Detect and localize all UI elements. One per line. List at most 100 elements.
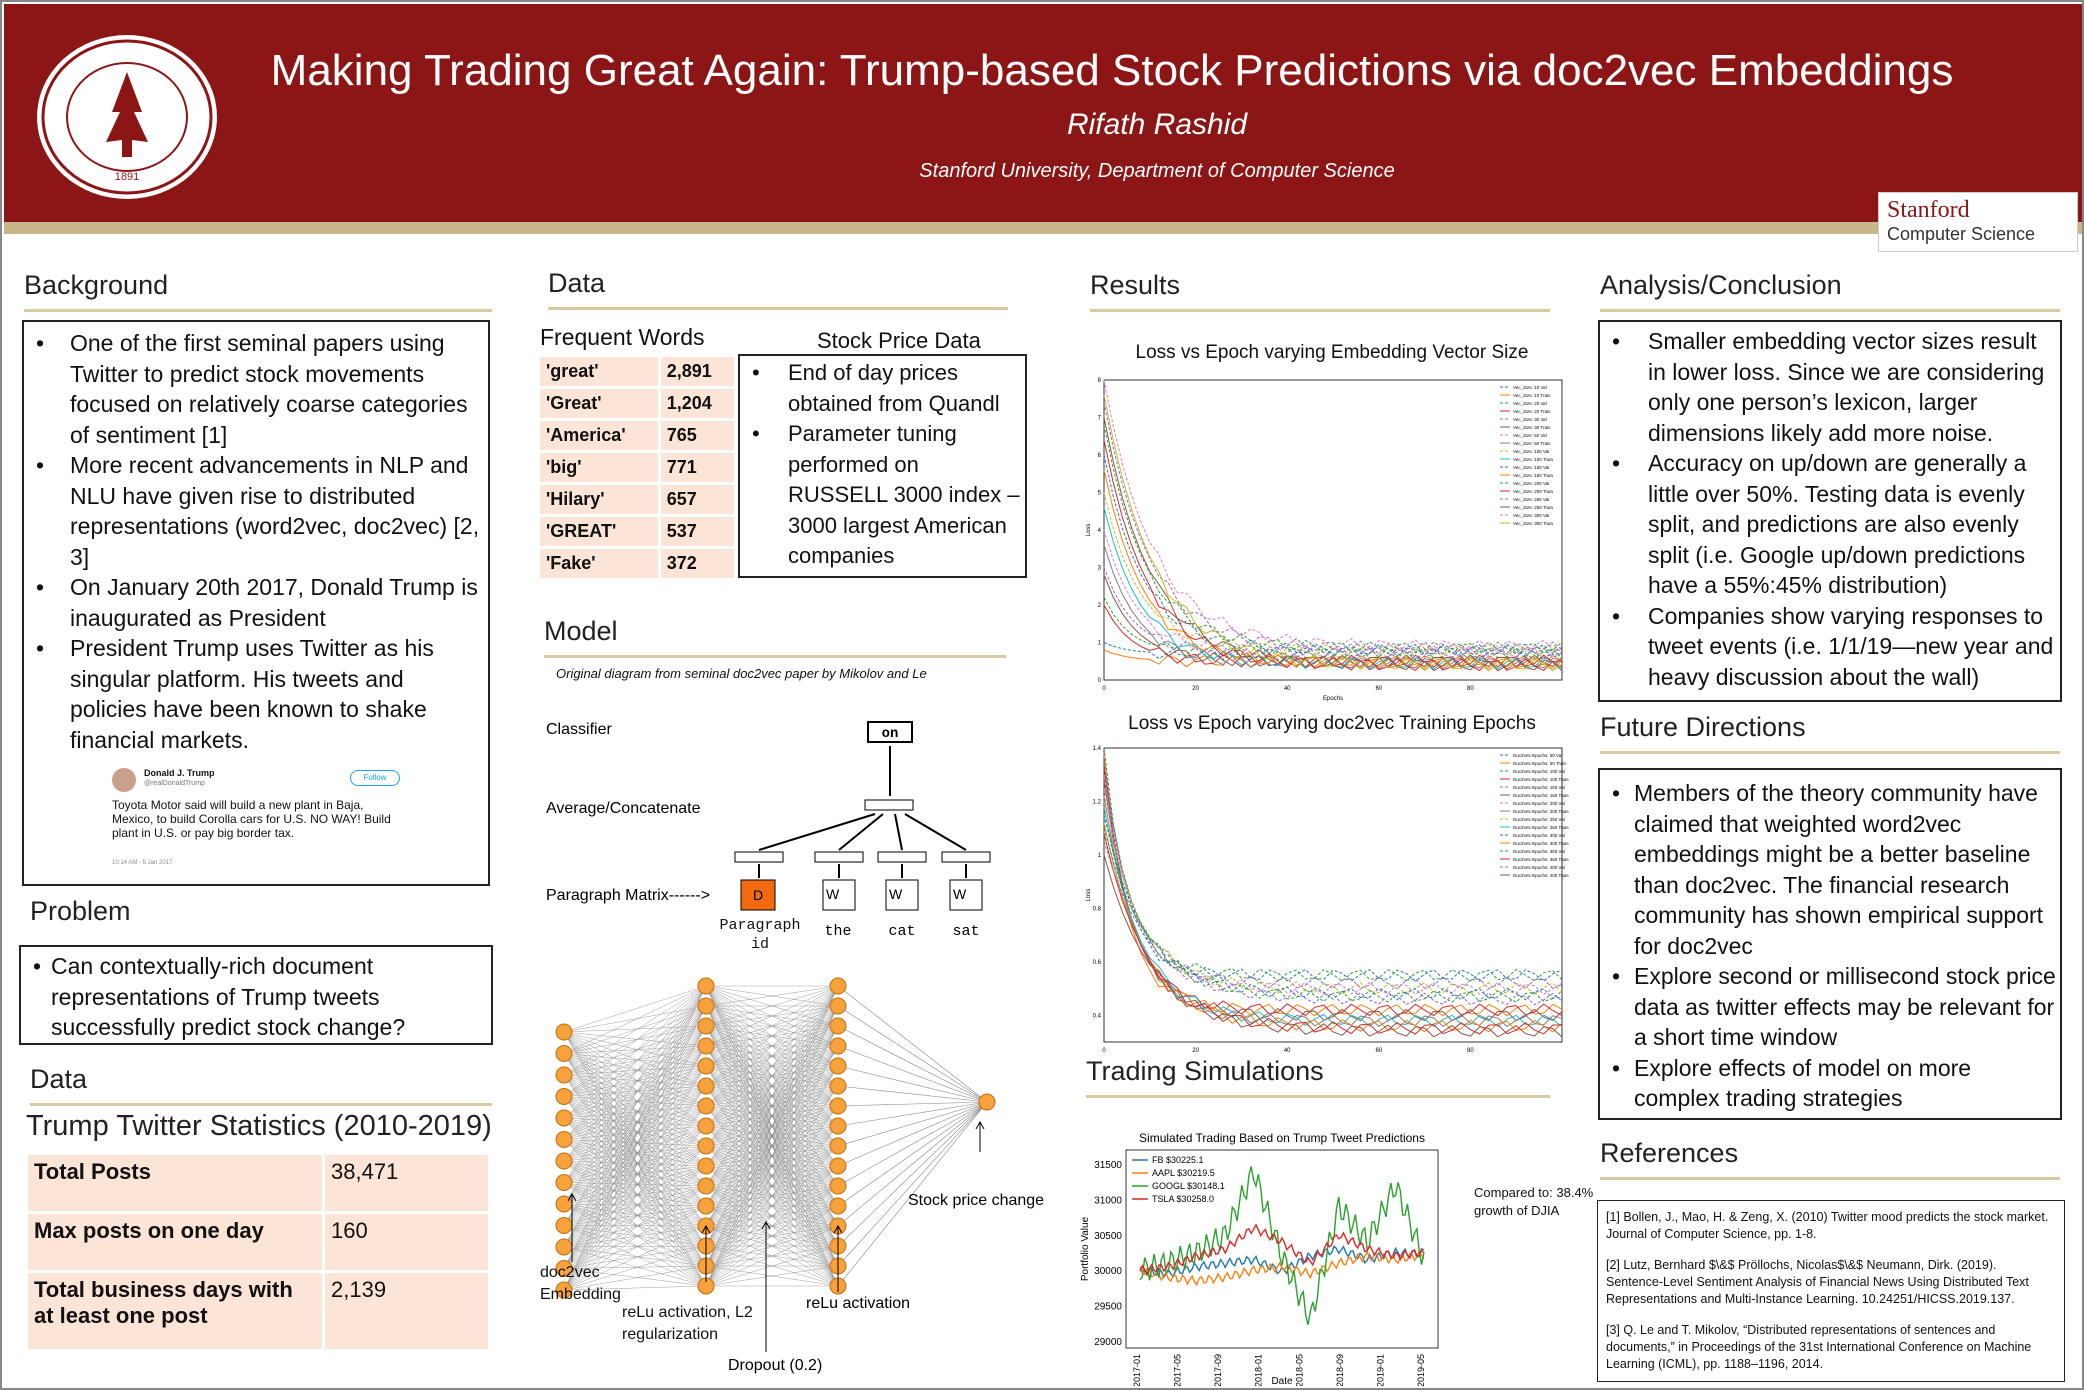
- background-box: One of the first seminal papers using Tw…: [22, 320, 490, 886]
- word-cell: 'Hilary': [540, 485, 658, 514]
- nn-connection: [563, 1145, 707, 1269]
- model-heading: Model: [544, 616, 1006, 658]
- nn-connection: [563, 1117, 707, 1127]
- nn-connection: [563, 985, 707, 1183]
- nn-connection: [563, 1053, 707, 1207]
- series-line: [1103, 801, 1563, 996]
- background-bullet: One of the first seminal papers using Tw…: [24, 328, 482, 450]
- nn-connection: [563, 1203, 707, 1207]
- nn-neuron: [829, 1157, 847, 1175]
- series-line: [1103, 424, 1563, 655]
- nn-connection: [563, 1005, 707, 1248]
- nn-connection: [563, 1117, 707, 1147]
- word-cell: 'Fake': [540, 549, 658, 578]
- background-heading: Background: [24, 270, 492, 312]
- legend-entry: Doc2Vec Epochs: 100 Train: [1513, 777, 1569, 782]
- y-tick-label: 2: [1098, 603, 1102, 609]
- nn-connection: [837, 1101, 988, 1247]
- problem-bullets: Can contextually-rich document represent…: [21, 947, 491, 1043]
- nn-connection: [563, 1139, 707, 1207]
- nn-neuron: [697, 1177, 715, 1195]
- nn-connection: [837, 1101, 988, 1107]
- nn-connection: [563, 1005, 707, 1162]
- y-tick-label: 0.6: [1093, 960, 1102, 966]
- nn-connection: [837, 1101, 988, 1207]
- nn-neuron: [555, 1217, 573, 1234]
- follow-button[interactable]: Follow: [350, 770, 400, 786]
- nn-connection: [563, 1045, 707, 1269]
- word-cell: 'Great': [540, 389, 658, 418]
- nn-connection: [563, 1182, 707, 1247]
- nn-connection: [705, 1085, 839, 1287]
- nn-connection: [563, 1145, 707, 1291]
- nn-neuron: [555, 1109, 573, 1127]
- nn-connection: [563, 1205, 707, 1291]
- nn-neuron: [697, 1097, 715, 1115]
- nn-connection: [563, 1085, 707, 1162]
- table-row: 'America' 765: [540, 421, 734, 450]
- analysis-heading: Analysis/Conclusion: [1600, 270, 2060, 312]
- nn-connection: [563, 1045, 707, 1140]
- nn-connection: [563, 1025, 707, 1097]
- nn-connection: [563, 1125, 707, 1291]
- nn-connection: [563, 1145, 707, 1248]
- nn-connection: [563, 1053, 707, 1147]
- nn-connection: [563, 1031, 707, 1247]
- word-cat: cat: [888, 923, 915, 940]
- nn-neuron: [829, 1037, 847, 1055]
- y-tick-label: 30000: [1094, 1266, 1122, 1277]
- nn-connection: [563, 1031, 707, 1187]
- nn-connection: [563, 1246, 707, 1287]
- table-row: 'GREAT' 537: [540, 517, 734, 546]
- nn-connection: [563, 1085, 707, 1291]
- poster-title: Making Trading Great Again: Trump-based …: [270, 46, 1954, 95]
- nn-connection: [563, 1117, 707, 1227]
- nn-connection: [563, 1160, 707, 1287]
- legend-entry: AAPL $30219.5: [1152, 1168, 1215, 1178]
- x-tick-label: 2018-05: [1294, 1354, 1304, 1386]
- series-line: [1103, 814, 1563, 1001]
- word-the: the: [824, 923, 851, 940]
- stat-value: 38,471: [325, 1155, 488, 1211]
- nn-connection: [563, 985, 707, 1291]
- tweet-text: Toyota Motor said will build a new plant…: [112, 798, 391, 840]
- nn-connection: [563, 1285, 707, 1291]
- nn-neuron: [555, 1045, 573, 1062]
- nn-connection: [563, 1085, 707, 1140]
- series-line: [1103, 394, 1563, 672]
- count-cell: 2,891: [660, 357, 734, 386]
- nn-connection: [563, 1139, 707, 1247]
- x-tick-label: 20: [1192, 686, 1199, 692]
- nn-neuron: [829, 1177, 847, 1195]
- nn-connection: [563, 1265, 707, 1269]
- nn-connection: [563, 1005, 707, 1140]
- nn-connection: [563, 1225, 707, 1248]
- nn-connection: [563, 1145, 707, 1226]
- nn-neuron: [697, 1137, 715, 1155]
- nn-connection: [563, 1105, 707, 1269]
- nn-connection: [563, 1085, 707, 1248]
- nn-connection: [563, 1182, 707, 1187]
- loss-vs-epoch-vector-size-chart: 0 20 40 60 80 0 1 2 3 4 5 6 7 8 Epochs Loss Vec_Size: 10…: [1086, 378, 1563, 702]
- legend-entry: Vec_Size: 20 Val: [1513, 401, 1547, 406]
- legend-entry: Vec_Size: 300 Val: [1513, 513, 1549, 518]
- nn-connection: [563, 985, 707, 1097]
- nn-connection: [563, 1045, 707, 1076]
- nn-neuron: [829, 1077, 847, 1095]
- arrow-head: [761, 1220, 771, 1230]
- nn-connection: [563, 1085, 707, 1097]
- nn-connection: [563, 1205, 707, 1226]
- y-tick-label: 4: [1098, 528, 1102, 534]
- legend-entry: Doc2Vec Epochs: 250 Train: [1513, 825, 1569, 830]
- nn-connection: [563, 1125, 707, 1248]
- x-tick-label: 2019-01: [1375, 1354, 1385, 1386]
- nn-connection: [563, 1005, 707, 1226]
- nn-connection: [563, 1165, 707, 1183]
- nn-connection: [563, 1085, 707, 1119]
- legend-entry: Vec_Size: 20 Train: [1513, 409, 1551, 414]
- nn-connection: [563, 1117, 707, 1247]
- header-banner: [4, 4, 2082, 230]
- y-tick-label: 30500: [1094, 1231, 1122, 1242]
- nn-connection: [563, 1031, 707, 1227]
